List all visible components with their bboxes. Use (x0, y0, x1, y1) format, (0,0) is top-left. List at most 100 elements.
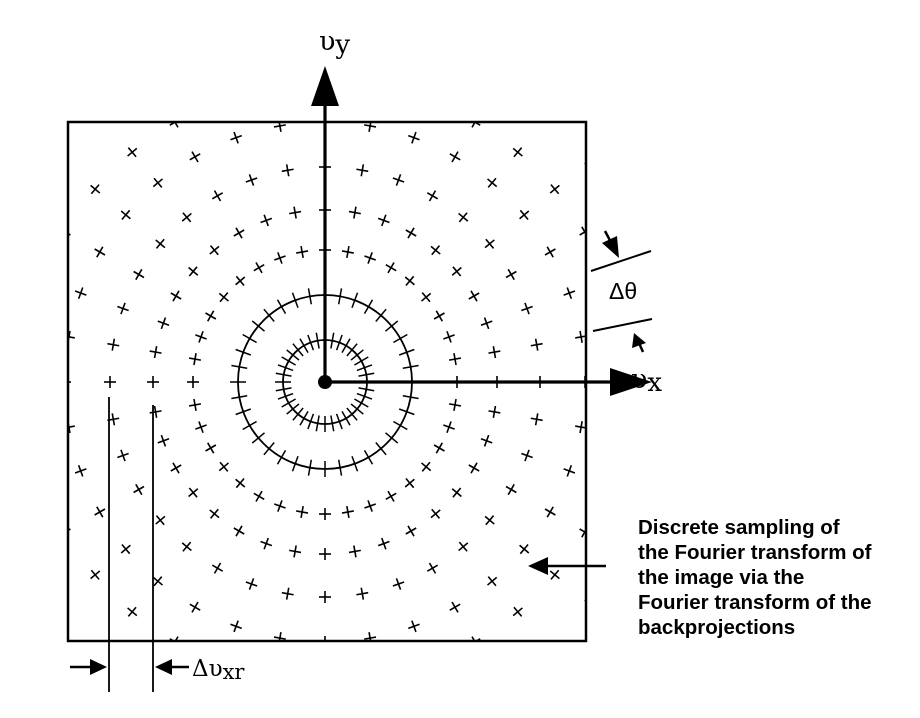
sample-cross (149, 346, 162, 359)
sample-cross (205, 442, 217, 454)
sample-cross (430, 508, 441, 519)
ring-tick (292, 343, 304, 357)
x-axis-label: υx (631, 366, 662, 396)
ring-tick (351, 292, 359, 309)
sample-cross (147, 376, 159, 388)
sample-cross (152, 177, 164, 188)
sample-cross (281, 587, 294, 600)
sample-cross (469, 122, 481, 128)
sample-cross (407, 131, 420, 144)
ring-tick (307, 334, 315, 351)
sample-cross (356, 587, 369, 600)
sample-cross (405, 227, 417, 239)
sample-cross (68, 421, 75, 434)
ring-tick (337, 288, 343, 305)
sample-cross (480, 434, 493, 447)
ring-tick (291, 455, 299, 472)
sample-cross (188, 487, 199, 498)
ring-tick (235, 408, 252, 416)
sample-cross (289, 545, 302, 558)
sample-cross (480, 317, 493, 330)
y-axis-symbol: υ (319, 26, 336, 57)
sample-cross (319, 548, 331, 560)
delta-theta-line-upper (590, 250, 652, 272)
sample-cross (104, 376, 116, 388)
sample-cross (98, 122, 109, 123)
sample-cross (281, 164, 294, 177)
ring-tick (356, 364, 373, 372)
sample-cross (68, 381, 71, 383)
annotation-line: the Fourier transform of (638, 541, 872, 564)
sample-cross (484, 515, 495, 526)
ring-tick (402, 394, 419, 400)
sample-cross (170, 290, 182, 302)
sample-cross (512, 606, 523, 617)
arrow-left-icon (155, 659, 172, 675)
sample-cross (273, 122, 286, 132)
annotation-line: the image via the (638, 566, 805, 589)
sample-cross (68, 526, 71, 538)
sample-cross (563, 464, 576, 477)
sample-cross (188, 266, 199, 277)
sample-cross (133, 268, 145, 281)
sample-cross (296, 505, 309, 519)
sample-cross (544, 506, 556, 518)
sample-cross (433, 442, 445, 454)
sample-cross (157, 317, 170, 330)
sample-cross (505, 483, 517, 496)
sample-cross (405, 525, 417, 537)
radial-spacing-symbol: Δυ (192, 656, 223, 682)
sample-cross (348, 206, 361, 219)
ring-tick (242, 420, 257, 431)
sample-cross (530, 338, 543, 351)
ring-tick (375, 308, 387, 322)
ring-tick (363, 299, 374, 314)
sample-cross (181, 212, 192, 223)
delta-theta-arrow-top-head (602, 236, 619, 258)
sample-cross (117, 449, 129, 462)
sample-cross (235, 275, 246, 287)
ring-tick (385, 320, 399, 332)
sample-cross (233, 525, 245, 537)
sample-cross (209, 245, 220, 256)
ring-tick (281, 398, 296, 408)
sample-cross (68, 330, 75, 343)
sample-cross (364, 500, 377, 512)
ring-tick (375, 442, 387, 456)
sample-cross (319, 591, 331, 603)
sample-cross (356, 164, 369, 177)
sample-cross (218, 461, 230, 472)
sample-cross (486, 177, 498, 188)
ring-tick (398, 408, 415, 416)
sample-cross (133, 483, 145, 496)
sample-cross (488, 405, 501, 418)
ring-tick (307, 288, 313, 305)
sample-cross (364, 632, 377, 641)
ring-tick (358, 387, 375, 392)
ring-tick (363, 450, 374, 465)
sample-cross (420, 461, 432, 472)
sample-cross (120, 209, 131, 221)
sample-cross (245, 578, 258, 590)
ring-tick (385, 432, 399, 444)
sample-cross (348, 545, 361, 558)
ring-tick (299, 338, 309, 353)
sample-cross (155, 515, 166, 526)
sample-cross (505, 268, 517, 281)
sample-cross (563, 287, 576, 300)
y-axis-label: υy (319, 28, 350, 58)
sample-cross (364, 252, 377, 264)
sample-cross (230, 131, 243, 144)
sample-cross (451, 266, 462, 277)
ring-tick (286, 349, 300, 361)
radial-spacing-label: Δυxr (192, 658, 244, 683)
sample-cross (575, 330, 586, 343)
ring-tick (277, 392, 294, 400)
ring-tick (307, 459, 313, 476)
sample-cross (233, 227, 245, 239)
sample-cross (209, 508, 220, 519)
ring-tick (346, 343, 358, 357)
x-axis-subscript: x (647, 368, 663, 398)
sample-cross (392, 578, 405, 590)
